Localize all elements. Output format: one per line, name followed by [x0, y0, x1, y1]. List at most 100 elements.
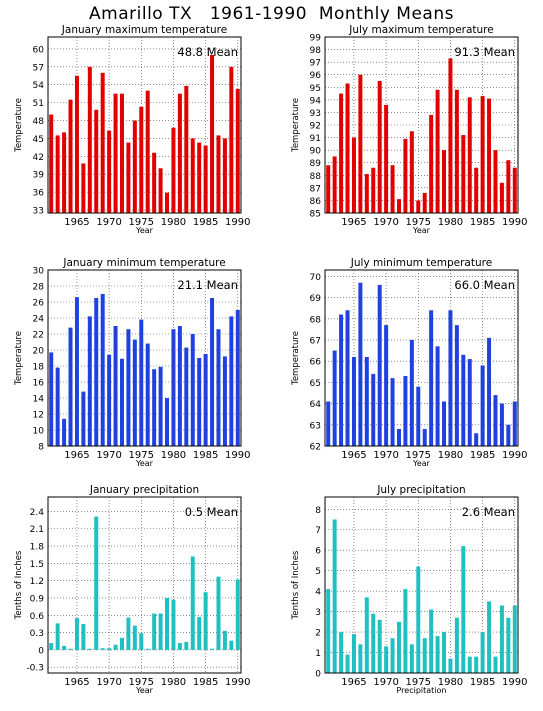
y-tick-label: 48: [33, 117, 45, 127]
bar-1976: [145, 90, 150, 213]
x-tick-label: 1970: [373, 450, 398, 461]
bar-1989: [229, 640, 234, 650]
bar-1963: [339, 314, 344, 446]
chart-jan-max-temp: 33 36 39 42 45 48 51 54 57 60 1965 1970 1975 1980 1985…: [14, 24, 251, 235]
bar-1986: [210, 298, 215, 446]
bar-1990: [235, 88, 240, 213]
bar-1968: [94, 109, 99, 213]
y-tick-label: -0.3: [26, 664, 44, 674]
plot-area: [324, 36, 519, 214]
chart-jul-precip: 0 1 2 3 4 5 6 7 8 1965 1970 1975 1980 1985 1990 Precipi…: [291, 484, 528, 695]
y-axis-label: Tenths of Inches: [14, 550, 24, 620]
panel-title: January precipitation: [89, 484, 199, 496]
bar-1982: [184, 85, 189, 213]
bar-1987: [216, 576, 221, 650]
mean-label: 66.0 Mean: [454, 278, 515, 292]
y-tick-label: 3: [315, 608, 321, 618]
y-tick-label: 33: [33, 207, 44, 217]
bar-1970: [107, 648, 112, 650]
y-tick-label: 18: [33, 363, 45, 373]
bar-1963: [339, 632, 344, 673]
y-tick-label: 39: [33, 171, 45, 181]
x-tick-label: 1970: [96, 217, 121, 228]
y-tick-label: 63: [310, 421, 321, 431]
y-tick-label: 8: [38, 443, 44, 453]
bar-1964: [345, 310, 350, 446]
y-tick-label: 2.4: [30, 508, 45, 518]
bar-1987: [493, 656, 498, 673]
bar-1974: [409, 644, 414, 673]
bar-1988: [499, 182, 504, 213]
y-tick-label: 97: [310, 59, 321, 69]
bar-1972: [119, 637, 124, 650]
bar-1978: [158, 168, 163, 213]
bar-1964: [68, 648, 73, 650]
bar-1969: [100, 294, 105, 446]
bar-1969: [377, 81, 382, 213]
bar-1976: [145, 343, 150, 446]
bar-1975: [416, 566, 421, 673]
bar-1987: [216, 135, 221, 213]
bar-1988: [222, 356, 227, 446]
plot-frame: [324, 269, 519, 447]
bar-1990: [235, 579, 240, 650]
bar-1978: [435, 346, 440, 446]
bar-1986: [487, 601, 492, 673]
x-tick-label: 1975: [406, 677, 431, 688]
bar-1985: [480, 96, 485, 213]
mean-label: 91.3 Mean: [454, 45, 515, 59]
x-tick-label: 1965: [341, 450, 366, 461]
bar-1980: [448, 58, 453, 213]
y-tick-label: 89: [310, 159, 322, 169]
x-tick-label: 1985: [470, 217, 495, 228]
bar-1970: [384, 325, 389, 446]
plot-frame: [47, 36, 242, 214]
plot-frame: [47, 496, 242, 674]
bar-1963: [62, 418, 67, 446]
bar-1964: [345, 654, 350, 673]
bar-1967: [87, 316, 92, 446]
bar-1981: [177, 642, 182, 650]
y-tick-label: 5: [315, 567, 321, 577]
bar-1967: [87, 66, 92, 213]
bar-1965: [74, 75, 79, 213]
bar-1962: [332, 156, 337, 213]
plot-frame: [324, 496, 519, 674]
x-axis-label: Precipitation: [396, 686, 446, 695]
y-tick-label: 36: [33, 189, 45, 199]
plot-area: [324, 269, 519, 447]
bar-1974: [409, 131, 414, 213]
bar-1978: [158, 366, 163, 446]
mean-label: 0.5 Mean: [185, 505, 238, 519]
bar-1981: [454, 617, 459, 673]
chart-jan-precip: -0.3 0 0.3 0.6 0.9 1.2 1.5 1.8 2.1 2.4 1965 1970 197…: [14, 484, 251, 695]
bar-1977: [429, 310, 434, 446]
x-tick-label: 1980: [438, 450, 463, 461]
bar-1988: [222, 630, 227, 650]
bar-1983: [467, 359, 472, 446]
bar-1972: [396, 621, 401, 673]
x-tick-label: 1965: [341, 677, 366, 688]
bar-1975: [139, 633, 144, 650]
bar-1981: [177, 326, 182, 446]
x-tick-label: 1990: [502, 450, 527, 461]
y-tick-label: 1: [315, 649, 321, 659]
bar-1970: [107, 354, 112, 446]
y-tick-label: 0.6: [30, 612, 45, 622]
y-tick-label: 57: [33, 63, 44, 73]
y-tick-label: 24: [33, 315, 45, 325]
y-tick-label: 54: [33, 81, 45, 91]
y-tick-label: 22: [33, 331, 44, 341]
bar-1981: [177, 93, 182, 213]
plot-area: [47, 496, 242, 674]
y-tick-label: 86: [310, 197, 322, 207]
bar-1973: [403, 138, 408, 213]
bar-1966: [81, 163, 86, 213]
bar-1985: [203, 354, 208, 446]
bar-1964: [68, 99, 73, 213]
x-tick-label: 1990: [502, 677, 527, 688]
bar-1980: [448, 310, 453, 446]
x-tick-label: 1975: [129, 677, 154, 688]
bar-1986: [487, 337, 492, 446]
bar-1963: [62, 645, 67, 650]
